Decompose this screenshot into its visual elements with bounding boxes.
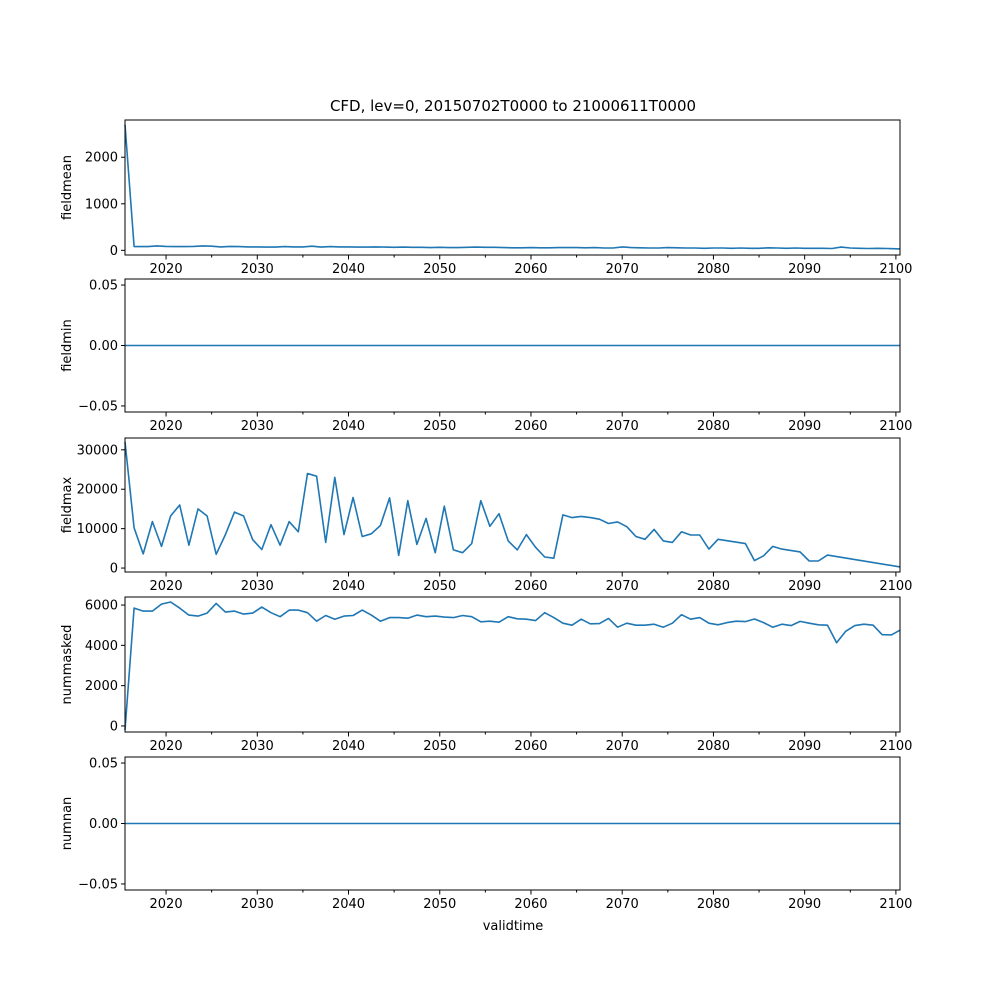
y-axis-label-numnan: numnan [60, 797, 75, 851]
y-axis-label-fieldmax: fieldmax [60, 477, 75, 534]
x-tick-label: 2040 [332, 419, 365, 434]
y-tick-label: −0.05 [78, 877, 118, 892]
x-tick-label: 2070 [606, 579, 639, 594]
x-tick-label: 2040 [332, 579, 365, 594]
y-tick-label: 0.05 [89, 757, 118, 772]
x-tick-label: 2020 [150, 419, 183, 434]
x-tick-label: 2030 [241, 897, 274, 912]
x-tick-label: 2070 [606, 262, 639, 277]
panel-fieldmax: 0 10000 20000 30000 2020 2030 2040 2050 2060 2070… [60, 437, 912, 594]
x-tick-label: 2030 [241, 419, 274, 434]
x-tick-label: 2050 [423, 579, 456, 594]
x-tick-label: 2060 [514, 262, 547, 277]
x-tick-label: 2100 [879, 739, 912, 754]
x-tick-label: 2070 [606, 739, 639, 754]
x-tick-label: 2080 [697, 419, 730, 434]
plot-frame [124, 596, 901, 733]
x-tick-label: 2100 [879, 262, 912, 277]
x-tick-label: 2020 [150, 897, 183, 912]
x-tick-label: 2050 [423, 419, 456, 434]
x-tick-label: 2070 [606, 897, 639, 912]
x-tick-label: 2050 [423, 739, 456, 754]
x-tick-label: 2080 [697, 579, 730, 594]
x-tick-label: 2090 [788, 579, 821, 594]
x-tick-label: 2040 [332, 897, 365, 912]
x-tick-label: 2090 [788, 419, 821, 434]
x-tick-label: 2040 [332, 262, 365, 277]
y-tick-label: 1000 [85, 197, 118, 212]
x-tick-label: 2060 [514, 419, 547, 434]
x-tick-label: 2070 [606, 419, 639, 434]
x-tick-label: 2080 [697, 897, 730, 912]
series-line-fieldmax [124, 441, 901, 568]
y-tick-label: 30000 [77, 443, 118, 458]
y-axis-label-nummasked: nummasked [60, 625, 75, 705]
y-tick-label: 6000 [85, 599, 118, 614]
x-tick-label: 2090 [788, 897, 821, 912]
y-tick-label: 0.00 [89, 817, 118, 832]
x-tick-label: 2060 [514, 897, 547, 912]
y-tick-label: 20000 [77, 483, 118, 498]
x-tick-label: 2090 [788, 739, 821, 754]
x-tick-label: 2020 [150, 262, 183, 277]
x-tick-label: 2050 [423, 897, 456, 912]
x-tick-label: 2100 [879, 419, 912, 434]
y-axis-label-fieldmin: fieldmin [60, 319, 75, 372]
y-tick-label: 0.05 [89, 279, 118, 294]
chart-title: CFD, lev=0, 20150702T0000 to 21000611T00… [330, 97, 696, 115]
panel-fieldmean: 0 1000 2000 2020 2030 2040 2050 2060 2070 2080 209… [60, 119, 912, 277]
x-tick-label: 2100 [879, 579, 912, 594]
plot-frame [124, 437, 901, 573]
x-axis-label: validtime [483, 919, 544, 934]
x-tick-label: 2020 [150, 579, 183, 594]
y-tick-label: −0.05 [78, 399, 118, 414]
series-line-fieldmean [124, 124, 901, 250]
y-tick-label: 0 [110, 562, 118, 577]
y-tick-label: 4000 [85, 639, 118, 654]
x-tick-label: 2080 [697, 739, 730, 754]
x-tick-label: 2060 [514, 579, 547, 594]
x-tick-label: 2060 [514, 739, 547, 754]
x-tick-label: 2090 [788, 262, 821, 277]
panel-nummasked: 0 2000 4000 6000 2020 2030 2040 2050 2060 2070 208… [60, 596, 912, 754]
y-axis-label-fieldmean: fieldmean [60, 155, 75, 220]
x-tick-label: 2030 [241, 739, 274, 754]
panel-fieldmin: −0.05 0.00 0.05 2020 2030 2040 2050 2060 2070 208… [60, 278, 912, 434]
x-tick-label: 2080 [697, 262, 730, 277]
x-tick-label: 2020 [150, 739, 183, 754]
x-tick-label: 2050 [423, 262, 456, 277]
x-tick-label: 2100 [879, 897, 912, 912]
y-tick-label: 0 [110, 244, 118, 259]
y-tick-label: 10000 [77, 522, 118, 537]
x-tick-label: 2030 [241, 579, 274, 594]
x-tick-label: 2030 [241, 262, 274, 277]
y-tick-label: 0.00 [89, 339, 118, 354]
panel-numnan: −0.05 0.00 0.05 2020 2030 2040 2050 2060 2070 208… [60, 756, 912, 912]
y-tick-label: 0 [110, 719, 118, 734]
y-tick-label: 2000 [85, 679, 118, 694]
plot-frame [124, 119, 901, 256]
y-tick-label: 2000 [85, 151, 118, 166]
panels-group: 0 1000 2000 2020 2030 2040 2050 2060 2070 2080 209… [60, 119, 912, 912]
series-line-nummasked [124, 601, 901, 731]
x-tick-label: 2040 [332, 739, 365, 754]
